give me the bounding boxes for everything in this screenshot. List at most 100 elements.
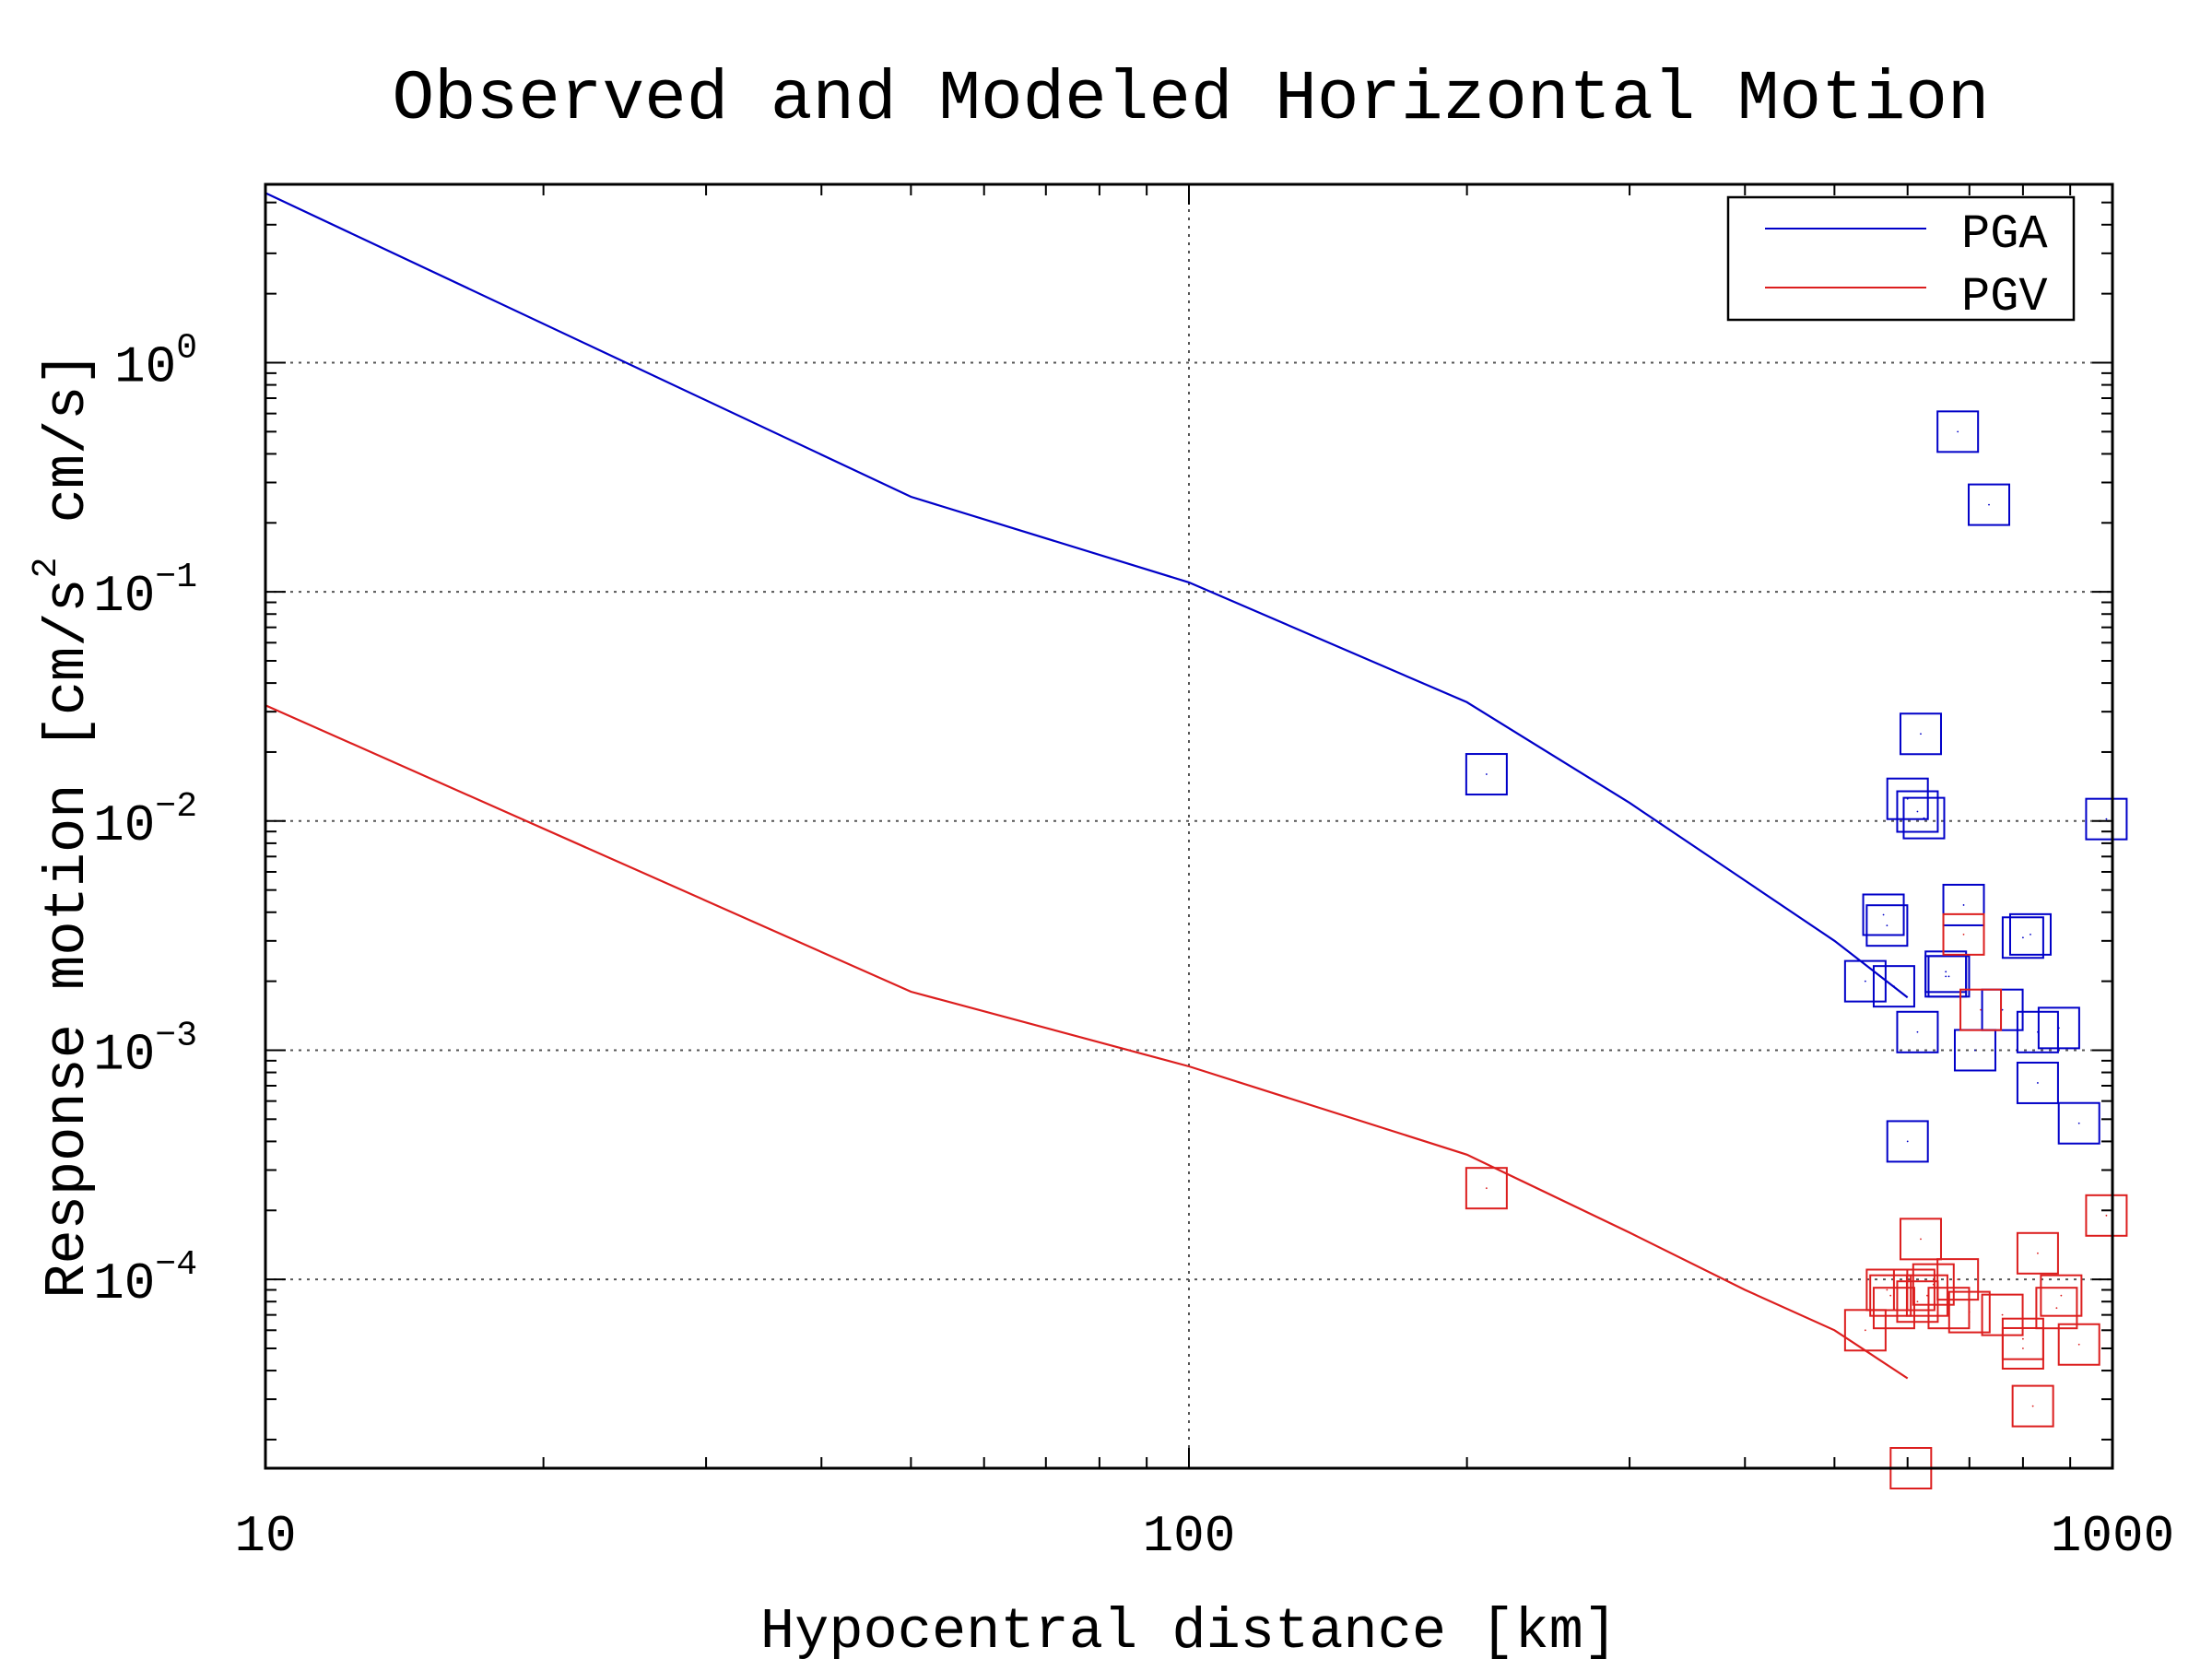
x-tick-label: 1000	[2051, 1507, 2174, 1566]
y-axis-tick-labels: 100 10−1 10−2 10−3 10−4	[93, 328, 197, 1313]
pgv-observed-marker-center	[2060, 1294, 2063, 1297]
plot-area	[265, 192, 2128, 1489]
pga-observed-marker	[2001, 916, 2044, 959]
legend-label-pgv: PGV	[1961, 270, 2048, 324]
pgv-observed-marker-center	[2037, 1252, 2039, 1254]
pga-observed-marker-center	[1485, 773, 1488, 775]
pga-observed-marker	[1896, 790, 1939, 833]
pga-observed-marker	[1886, 777, 1929, 820]
pga-observed-marker	[1843, 959, 1887, 1003]
pgv-observed-marker	[2011, 1384, 2054, 1428]
pga-observed-marker-center	[1947, 975, 1950, 978]
pga-observed-marker-center	[2001, 1008, 2004, 1011]
pgv-observed-marker-center	[2055, 1307, 2058, 1310]
pga-observed-marker	[2037, 1006, 2080, 1050]
chart-title: Observed and Modeled Horizontal Motion	[392, 60, 1989, 139]
pga-observed-marker-center	[1945, 975, 1947, 978]
y-tick-label: 10−3	[93, 1016, 197, 1084]
pga-observed-marker	[1902, 796, 1946, 840]
pga-observed-marker	[1862, 893, 1905, 936]
pga-observed-marker	[2016, 1061, 2059, 1104]
pga-observed-marker-center	[2077, 1122, 2080, 1124]
pga-observed-marker-center	[1916, 1030, 1919, 1033]
pgv-observed-marker	[1947, 1290, 1991, 1334]
y-tick-label: 10−2	[93, 787, 197, 855]
pgv-observed-marker	[1905, 1274, 1948, 1317]
pga-observed-marker-center	[1882, 913, 1885, 916]
y-tick-label: 10−1	[93, 558, 197, 626]
pga-observed-marker	[1924, 950, 1968, 994]
pgv-observed-marker	[1936, 1258, 1980, 1301]
pgv-observed-marker	[2057, 1323, 2100, 1366]
pgv-observed-marker-center	[1932, 1283, 1935, 1286]
pgv-observed-marker	[2085, 1194, 2128, 1237]
series-line-pga	[265, 192, 1909, 999]
y-axis-label-main: Response motion [cm/s	[35, 578, 100, 1298]
grid	[265, 184, 2112, 1468]
pgv-observed-marker-center	[2031, 1405, 2034, 1407]
pga-observed-marker-center	[1906, 1140, 1909, 1143]
pga-observed-marker-center	[1988, 503, 1990, 506]
x-tick-label: 100	[1143, 1507, 1236, 1566]
pga-observed-marker-center	[2030, 933, 2031, 935]
pgv-observed-marker-center	[1926, 1294, 1928, 1297]
pgv-observed-marker-center	[2105, 1214, 2108, 1217]
pgv-observed-marker-center	[1889, 1294, 1892, 1297]
legend-label-pga: PGA	[1961, 207, 2048, 262]
pgv-observed-marker-center	[1886, 1288, 1888, 1291]
pgv-observed-marker	[1959, 988, 2003, 1031]
pga-observed-marker-center	[2021, 936, 2024, 939]
pga-observed-marker	[1936, 410, 1980, 453]
pgv-observed-marker-center	[1980, 1008, 1982, 1011]
pga-observed-marker	[1981, 988, 2024, 1031]
pga-observed-marker	[1865, 904, 1909, 947]
pga-observed-marker-center	[1920, 733, 1922, 735]
pga-observed-marker-center	[1923, 817, 1925, 819]
pga-observed-marker-center	[1945, 971, 1947, 973]
pga-observed-marker	[2085, 797, 2128, 841]
pgv-observed-marker	[1912, 1263, 1955, 1306]
pgv-observed-marker	[1465, 1167, 1508, 1210]
pga-observed-marker-center	[2105, 818, 2108, 820]
y-tick-label: 100	[114, 328, 197, 396]
legend-box	[1726, 195, 2076, 322]
pgv-observed-marker-center	[2021, 1337, 2024, 1340]
y-axis-label-tail: cm/s]	[35, 351, 100, 557]
pgv-observed-marker-center	[1962, 933, 1965, 935]
pgv-observed-marker	[1843, 1309, 1887, 1352]
pga-observed-marker	[1942, 883, 1985, 926]
pgv-observed-marker-center	[1968, 1311, 1971, 1313]
pga-observed-marker	[1927, 955, 1971, 998]
pga-observed-marker	[1968, 483, 2011, 526]
pga-observed-marker	[1465, 753, 1508, 796]
y-tick-label: 10−4	[93, 1245, 197, 1313]
pgv-observed-marker-center	[1957, 1278, 1959, 1281]
pgv-observed-marker	[2040, 1274, 2083, 1317]
pgv-observed-marker	[2001, 1326, 2044, 1370]
pgv-observed-marker-center	[2001, 1313, 2004, 1316]
x-tick-label: 10	[234, 1507, 296, 1566]
pga-observed-marker-center	[1893, 985, 1895, 988]
pga-observed-marker-center	[1864, 980, 1866, 982]
pgv-observed-marker	[1892, 1268, 1936, 1312]
pga-observed-marker	[2057, 1101, 2100, 1145]
pga-observed-marker	[1899, 712, 1942, 756]
pgv-observed-marker	[1869, 1274, 1912, 1317]
pgv-observed-marker-center	[2021, 1347, 2024, 1349]
pgv-observed-marker-center	[1485, 1187, 1488, 1190]
pga-observed-marker	[2008, 912, 2052, 956]
pgv-observed-marker	[1942, 912, 1985, 956]
pgv-observed-marker	[1896, 1280, 1939, 1324]
pga-observed-marker	[1896, 1010, 1939, 1053]
x-axis-label: Hypocentral distance [km]	[760, 1599, 1618, 1659]
x-axis-tick-labels: 10 100 1000	[234, 1507, 2174, 1566]
pga-observed-marker	[1886, 1120, 1929, 1163]
legend: PGA PGV	[1726, 195, 2076, 324]
pga-observed-marker-center	[1957, 430, 1959, 433]
pga-observed-marker-center	[1974, 1049, 1976, 1052]
pga-observed-marker-center	[1916, 810, 1919, 813]
y-axis-label: Response motion [cm/s2 cm/s]	[27, 351, 100, 1298]
pga-observed-marker-center	[2057, 1027, 2060, 1030]
pga-observed-marker	[1872, 965, 1915, 1008]
